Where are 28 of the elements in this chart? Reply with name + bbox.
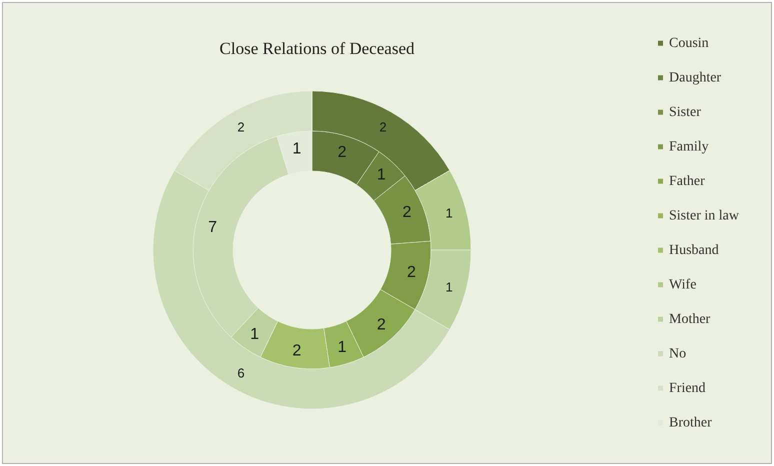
legend-label: Sister (669, 104, 702, 120)
data-label: 1 (250, 326, 260, 343)
legend-label: No (669, 346, 686, 362)
data-label: 2 (338, 144, 347, 162)
data-label: 2 (406, 264, 416, 282)
data-label: 2 (292, 342, 302, 360)
legend-label: Family (669, 139, 709, 154)
data-label: 1 (338, 338, 347, 356)
legend-label: Husband (669, 242, 719, 258)
legend-label: Daughter (669, 70, 722, 86)
legend-label: Cousin (669, 36, 709, 51)
legend-label: Father (669, 174, 706, 189)
chart-title: Close Relations of Deceased (220, 39, 415, 58)
data-label: 1 (376, 166, 386, 184)
data-label: 1 (292, 140, 302, 158)
legend-label: Sister in law (669, 208, 740, 224)
legend-label: Brother (669, 415, 712, 430)
data-label: 2 (237, 120, 245, 135)
data-label: 7 (208, 218, 218, 236)
data-label: 1 (446, 206, 453, 221)
legend-label: Wife (669, 277, 696, 292)
data-label: 2 (402, 204, 412, 222)
data-label: 6 (237, 365, 245, 380)
data-label: 2 (376, 316, 386, 334)
data-label: 1 (446, 279, 453, 294)
legend-label: Mother (669, 312, 711, 327)
data-label: 2 (379, 120, 387, 135)
legend-label: Friend (669, 380, 706, 396)
